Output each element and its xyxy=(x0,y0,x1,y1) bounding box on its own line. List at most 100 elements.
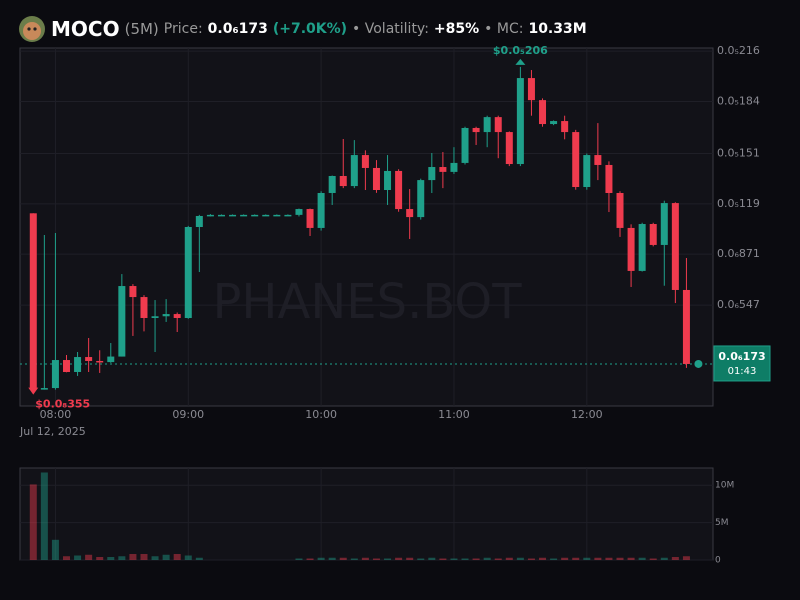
mc: 10.33M xyxy=(528,21,587,37)
candle-body xyxy=(671,203,679,290)
volume-bar xyxy=(638,557,646,560)
candle-body xyxy=(74,357,82,372)
candle-body xyxy=(461,127,469,163)
volume-bar xyxy=(660,557,668,560)
watermark: PHANES.BOT xyxy=(212,274,522,330)
volume-bar xyxy=(616,557,624,560)
volume-bar xyxy=(306,558,314,560)
y-tick-label: 0.0₆547 xyxy=(717,298,760,311)
header: MOCO (5M) Price: 0.0₆173 (+7.0K%) • Vola… xyxy=(18,14,587,44)
volume-bar xyxy=(417,558,425,560)
price: 0.0₆173 xyxy=(207,21,268,37)
volume-bar xyxy=(129,554,137,560)
high-label: $0.0₅206 xyxy=(493,44,548,57)
candle-body xyxy=(284,214,292,217)
candle-body xyxy=(328,175,336,193)
candle-body xyxy=(682,289,690,364)
last-price-dot xyxy=(694,359,703,368)
candle-body xyxy=(195,215,203,227)
volume-bar xyxy=(107,557,115,560)
volume-bar xyxy=(527,558,535,560)
candle-body xyxy=(550,121,558,125)
volume-panel xyxy=(19,467,714,561)
candle-body xyxy=(616,192,624,228)
candle-body xyxy=(472,127,480,133)
candle-body xyxy=(395,170,403,210)
y-tick-label: 5M xyxy=(715,518,729,528)
candle-body xyxy=(572,132,580,188)
candle-body xyxy=(62,360,70,372)
y-tick-label: 0.0₅216 xyxy=(717,44,760,57)
candle-body xyxy=(96,360,104,363)
x-tick-label: 08:00 xyxy=(40,408,72,421)
y-tick-label: 0.0₅119 xyxy=(717,197,760,210)
y-tick-label: 0.0₆871 xyxy=(717,247,760,260)
candle-body xyxy=(151,316,159,318)
volume-bar xyxy=(450,558,458,560)
volume-bar xyxy=(339,557,347,560)
change: (+7.0K%) xyxy=(272,21,348,37)
volume-bar xyxy=(62,556,70,560)
candle-body xyxy=(627,227,635,271)
candle-body xyxy=(483,117,491,133)
x-tick-label: 09:00 xyxy=(172,408,204,421)
candle-body xyxy=(40,388,48,390)
candle-body xyxy=(273,214,281,217)
volume-bar xyxy=(439,558,447,560)
volatility: +85% xyxy=(433,21,480,37)
candle-body xyxy=(527,78,535,101)
y-tick-label: 0 xyxy=(715,556,721,566)
candle-body xyxy=(428,167,436,181)
volume-bar xyxy=(96,557,104,560)
price-tag-countdown: 01:43 xyxy=(728,366,757,377)
price-label: Price: xyxy=(163,21,203,37)
date-label: Jul 12, 2025 xyxy=(19,425,86,438)
x-tick-label: 10:00 xyxy=(305,408,337,421)
volume-bar xyxy=(406,557,414,560)
volume-bar xyxy=(140,554,148,560)
candle-body xyxy=(406,209,414,218)
candle-body xyxy=(317,192,325,228)
volume-bar xyxy=(85,554,93,560)
price-tag xyxy=(713,345,771,382)
volume-bar xyxy=(184,555,192,560)
volume-bar xyxy=(51,539,59,560)
price-panel xyxy=(19,47,714,407)
candle-body xyxy=(361,155,369,168)
candle-body xyxy=(505,132,513,165)
candle-body xyxy=(162,314,170,317)
logo xyxy=(19,16,45,42)
volume-bar xyxy=(195,557,203,560)
low-label: $0.0₈355 xyxy=(35,398,90,411)
candle-body xyxy=(583,155,591,188)
candle-body xyxy=(206,214,214,217)
volume-bar xyxy=(494,558,502,560)
volume-bar xyxy=(372,558,380,560)
candle-body xyxy=(649,224,657,245)
candle-body xyxy=(85,357,93,361)
volume-bar xyxy=(649,558,657,560)
candle-body xyxy=(51,360,59,389)
volume-bar xyxy=(173,554,181,560)
price-tag-label: 0.0₆173 xyxy=(718,350,765,363)
candle-body xyxy=(372,167,380,191)
x-tick-label: 12:00 xyxy=(571,408,603,421)
volume-bar xyxy=(483,557,491,560)
volume-bar xyxy=(350,558,358,560)
volume-bar xyxy=(384,558,392,560)
candle-body xyxy=(229,214,237,217)
volume-bar xyxy=(361,557,369,560)
candle-body xyxy=(539,100,547,125)
candle-body xyxy=(516,78,524,165)
candle-body xyxy=(417,180,425,218)
volume-bar xyxy=(671,557,679,560)
interval: (5M) xyxy=(124,20,159,38)
y-tick-label: 10M xyxy=(715,481,734,491)
volume-bar xyxy=(317,557,325,560)
volume-bar xyxy=(162,554,170,560)
candle-body xyxy=(638,224,646,271)
candle-body xyxy=(594,155,602,165)
candle-body xyxy=(295,209,303,215)
